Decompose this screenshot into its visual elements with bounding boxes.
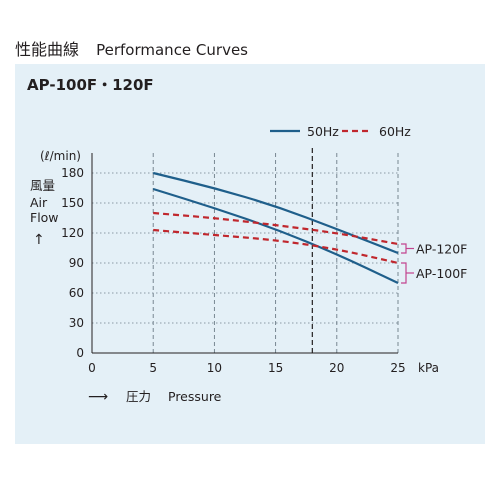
x-tick-label-15: 15 [268,361,283,375]
series-line-ap-120f-60hz [153,211,399,246]
y-label-jp: 風量 [30,178,55,193]
x-tick-label-5: 5 [149,361,157,375]
series-label-ap-100f: AP-100F [416,266,467,281]
y-arrow-icon: ↑ [33,232,45,248]
y-tick-label-30: 30 [69,316,84,330]
model-name: AP-100F・120F [27,76,154,94]
series-label-ap-120f: AP-120F [416,242,467,257]
x-tick-label-10: 10 [207,361,222,375]
legend-label-60hz: 60Hz [379,124,411,139]
annotations: AP-120F AP-100F [401,242,467,284]
series-line-ap-100f-50hz [152,187,399,284]
bracket-ap-100f [401,262,407,284]
series-line-ap-100f-60hz [153,228,399,265]
y-tick-label-150: 150 [61,196,84,210]
y-tick-label-180: 180 [61,166,84,180]
series [152,171,399,284]
y-unit-label: (ℓ/min) [40,149,81,163]
x-tick-label-20: 20 [329,361,344,375]
grid [92,148,399,353]
x-label-jp: 圧力 [126,389,151,404]
chart-panel: AP-100F・120F [15,64,485,444]
y-tick-label-60: 60 [69,286,84,300]
series-line-ap-120f-50hz [152,171,399,255]
y-tick-label-120: 120 [61,226,84,240]
x-tick-label-0: 0 [88,361,96,375]
x-label-en: Pressure [168,389,222,404]
x-unit-label: kPa [418,361,439,375]
legend-label-50hz: 50Hz [307,124,339,139]
y-label-en-2: Flow [30,210,59,225]
bracket-ap-120f [401,243,407,254]
x-tick-label-25: 25 [390,361,405,375]
y-tick-label-90: 90 [69,256,84,270]
page-title: 性能曲線 Performance Curves [15,36,248,60]
y-label-en-1: Air [30,195,48,210]
title-jp: 性能曲線 [15,40,80,59]
x-arrow-icon: ⟶ [88,389,108,405]
y-tick-label-0: 0 [76,346,84,360]
legend: 50Hz 60Hz [270,124,411,139]
title-en: Performance Curves [96,41,248,59]
axes: 0 30 60 90 120 150 180 0 5 10 15 20 25 [61,153,406,375]
